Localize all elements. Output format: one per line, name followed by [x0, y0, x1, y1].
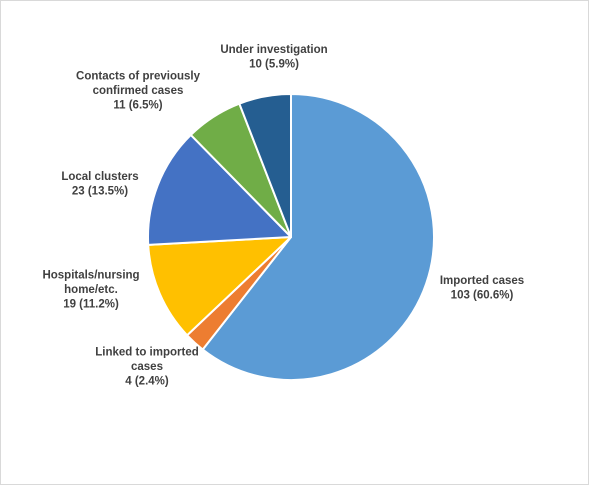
data-label-5: Under investigation 10 (5.9%) — [220, 44, 327, 71]
data-label-3: Local clusters 23 (13.5%) — [61, 171, 138, 198]
pie-slice-0 — [201, 93, 435, 381]
pie-slice-5 — [238, 93, 292, 238]
pie-slice-3 — [147, 133, 292, 246]
data-label-1: Linked to imported cases 4 (2.4%) — [95, 347, 199, 388]
data-label-2: Hospitals/nursing home/etc. 19 (11.2%) — [42, 270, 139, 311]
data-label-0: Imported cases 103 (60.6%) — [440, 275, 524, 302]
data-label-4: Contacts of previously confirmed cases 11 … — [76, 71, 201, 112]
pie-slice-2 — [147, 236, 292, 337]
